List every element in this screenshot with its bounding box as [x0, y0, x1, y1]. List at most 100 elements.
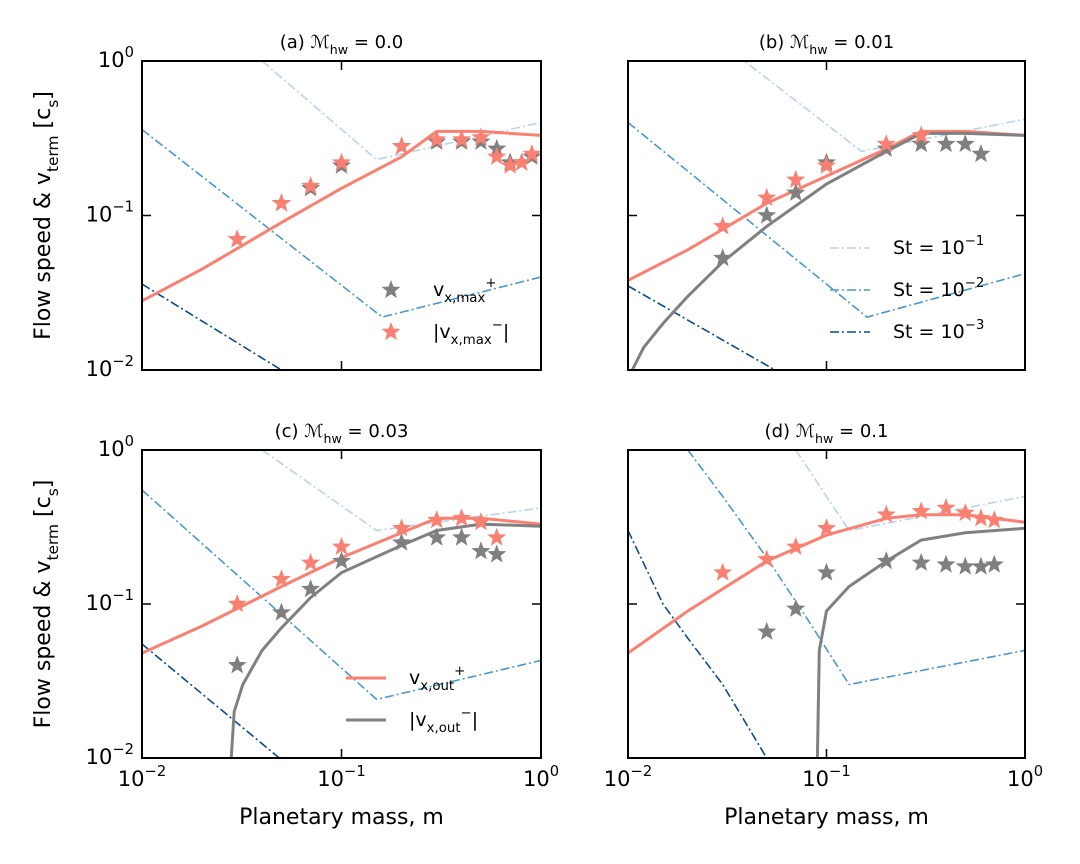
- star-marker: [227, 655, 247, 674]
- plot-area: [628, 450, 1025, 758]
- plot-frame: [627, 60, 1026, 371]
- legend-marker: [381, 322, 401, 341]
- star-marker: [227, 594, 247, 613]
- x-tick-label: 10−1: [802, 763, 850, 792]
- star-marker: [713, 216, 733, 235]
- star-marker: [301, 552, 321, 571]
- star-marker: [471, 512, 491, 531]
- flow-line: [628, 513, 1025, 655]
- star-marker: [427, 510, 447, 529]
- star-marker: [817, 562, 836, 581]
- star-marker: [757, 549, 777, 568]
- star-marker: [757, 205, 777, 224]
- stokes-line: [142, 489, 541, 701]
- legend-text: St = 10−3: [893, 318, 984, 343]
- panel-title: (c) ℳhw = 0.03: [275, 421, 409, 446]
- star-marker: [713, 562, 733, 581]
- star-marker: [955, 503, 975, 522]
- flow-line: [142, 129, 541, 303]
- plot-area: [142, 61, 541, 370]
- plot-frame: [141, 60, 542, 371]
- star-marker: [955, 134, 975, 153]
- star-marker: [971, 508, 991, 527]
- star-marker: [392, 518, 412, 537]
- star-marker: [817, 518, 836, 537]
- flow-line: [815, 526, 1025, 758]
- y-tick-label: 10−2: [86, 741, 134, 770]
- star-marker: [427, 527, 447, 546]
- flow-line: [229, 522, 541, 758]
- star-marker: [911, 501, 931, 520]
- star-marker: [911, 134, 931, 153]
- star-marker: [471, 127, 491, 146]
- star-marker: [392, 136, 412, 155]
- star-marker: [332, 551, 351, 570]
- star-marker: [452, 508, 472, 527]
- star-marker: [487, 146, 507, 165]
- plot-area: [628, 61, 1025, 370]
- y-tick-label: 10−2: [86, 353, 134, 382]
- star-marker: [911, 552, 931, 571]
- legend-text: |vx,out−|: [409, 706, 478, 736]
- x-axis-label: Planetary mass, m: [724, 805, 929, 830]
- star-marker: [936, 498, 956, 517]
- x-tick-label: 100: [523, 763, 559, 792]
- stokes-line: [628, 285, 776, 370]
- star-marker: [452, 527, 472, 546]
- stokes-line: [142, 128, 541, 318]
- x-tick-label: 10−1: [317, 763, 365, 792]
- stokes-line: [628, 121, 1025, 318]
- star-marker: [876, 551, 896, 570]
- stokes-line: [742, 61, 1025, 153]
- legend-text: |vx,max−|: [433, 318, 509, 348]
- stokes-line: [142, 283, 283, 370]
- star-marker: [500, 155, 520, 174]
- star-marker: [452, 129, 472, 148]
- star-marker: [713, 248, 733, 267]
- y-tick-label: 100: [98, 44, 134, 73]
- x-tick-label: 100: [1007, 763, 1043, 792]
- legend-text: St = 10−2: [893, 276, 984, 301]
- star-marker: [984, 510, 1004, 529]
- star-marker: [332, 152, 351, 171]
- y-tick-label: 10−1: [86, 587, 134, 616]
- star-marker: [955, 556, 975, 575]
- star-marker: [971, 144, 991, 163]
- star-marker: [301, 176, 321, 195]
- star-marker: [971, 556, 991, 575]
- plot-area: [142, 450, 541, 758]
- stokes-line: [687, 450, 1025, 686]
- flow-line: [628, 129, 1025, 282]
- star-marker: [786, 182, 806, 201]
- legend-text: St = 10−1: [893, 234, 984, 259]
- x-axis-label: Planetary mass, m: [239, 805, 444, 830]
- flow-line: [630, 131, 1025, 370]
- y-axis-label: Flow speed & vterm [cs]: [31, 91, 62, 340]
- stokes-line: [261, 450, 541, 532]
- plot-frame: [141, 449, 542, 759]
- star-marker: [757, 187, 777, 206]
- star-marker: [512, 152, 532, 171]
- stokes-line: [142, 643, 281, 758]
- y-tick-label: 100: [98, 433, 134, 462]
- star-marker: [876, 134, 896, 153]
- star-marker: [392, 532, 412, 551]
- star-marker: [817, 155, 836, 174]
- y-axis-label: Flow speed & vterm [cs]: [31, 480, 62, 729]
- star-marker: [911, 125, 931, 144]
- star-marker: [271, 193, 291, 212]
- star-marker: [786, 536, 806, 555]
- star-marker: [757, 621, 777, 640]
- star-marker: [984, 554, 1004, 573]
- star-marker: [271, 569, 291, 588]
- star-marker: [301, 579, 321, 598]
- plot-frame: [627, 449, 1026, 759]
- panel-title: (a) ℳhw = 0.0: [280, 32, 404, 57]
- legend-text: vx,out+: [409, 664, 465, 694]
- star-marker: [487, 527, 507, 546]
- x-tick-label: 10−2: [118, 763, 166, 792]
- star-marker: [522, 144, 541, 163]
- stokes-line: [628, 530, 768, 758]
- star-marker: [936, 134, 956, 153]
